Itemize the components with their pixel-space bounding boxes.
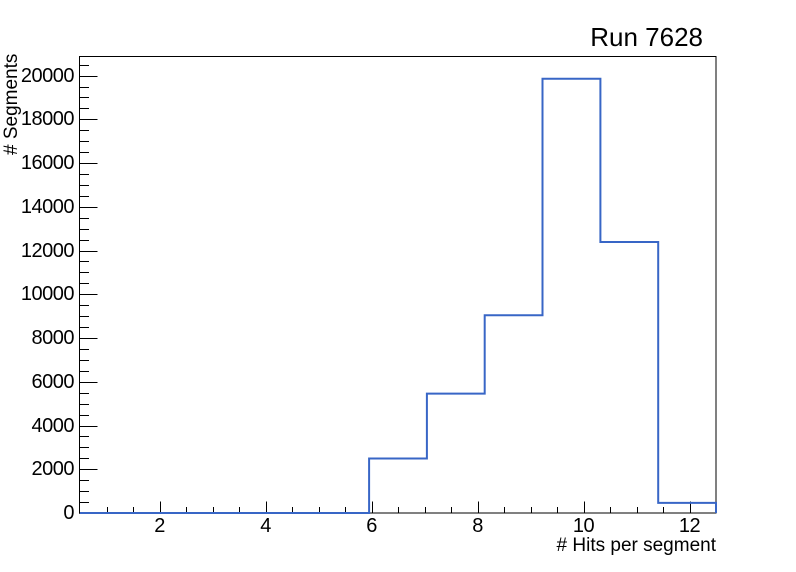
y-tick-label: 8000 xyxy=(31,327,75,350)
y-tick-label: 18000 xyxy=(20,108,75,131)
y-tick-label: 14000 xyxy=(20,195,75,218)
x-tick-label: 2 xyxy=(154,515,165,537)
x-axis-title: # Hits per segment xyxy=(556,535,716,556)
x-tick-label: 12 xyxy=(678,515,701,537)
x-tick-label: 6 xyxy=(366,515,377,537)
x-tick-label: 8 xyxy=(472,515,483,537)
y-tick-label: 16000 xyxy=(20,152,75,175)
x-tick-label: 4 xyxy=(260,515,271,537)
y-axis-title: # Segments xyxy=(1,53,22,155)
y-tick-label: 20000 xyxy=(20,64,75,87)
y-tick-label: 10000 xyxy=(20,283,75,306)
y-tick-label: 2000 xyxy=(31,458,75,481)
plot-frame xyxy=(79,56,717,514)
y-tick-label: 12000 xyxy=(20,239,75,262)
plot-title: Run 7628 xyxy=(590,22,703,52)
histogram-line xyxy=(80,77,717,514)
y-tick-label: 4000 xyxy=(31,414,75,437)
x-tick-label: 10 xyxy=(572,515,595,537)
y-tick-label: 0 xyxy=(63,502,74,524)
y-tick-label: 6000 xyxy=(31,370,75,393)
